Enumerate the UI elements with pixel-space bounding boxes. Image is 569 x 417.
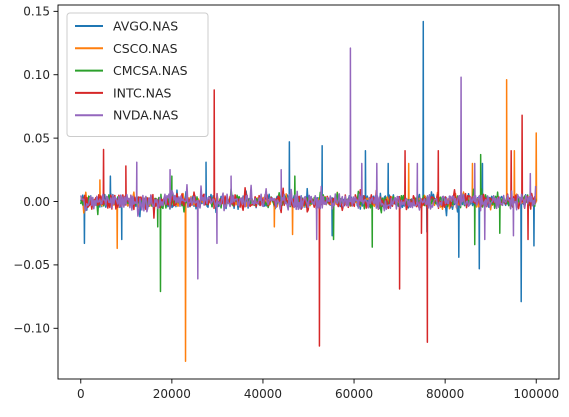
x-tick-label: 100000 bbox=[513, 387, 559, 401]
x-tick-label: 40000 bbox=[244, 387, 282, 401]
legend-box bbox=[66, 12, 209, 137]
legend-label: CSCO.NAS bbox=[113, 41, 178, 56]
legend: AVGO.NAS CSCO.NAS CMCSA.NAS INTC.NAS NVDA.NA… bbox=[66, 12, 209, 137]
y-tick-label: 0.15 bbox=[23, 5, 50, 19]
series-line-nvda-nas bbox=[80, 47, 537, 280]
legend-label: AVGO.NAS bbox=[113, 19, 178, 34]
y-tick-label: 0.10 bbox=[23, 68, 50, 82]
y-tick-label: −0.10 bbox=[13, 322, 50, 336]
legend-label: NVDA.NAS bbox=[113, 108, 179, 123]
legend-label: INTC.NAS bbox=[113, 85, 172, 100]
x-tick-label: 20000 bbox=[153, 387, 191, 401]
axes-layer: 0 20000 40000 60000 80000 100000 0.15 0.10 0.05 0… bbox=[13, 4, 560, 401]
axes-frame bbox=[57, 4, 560, 380]
y-tick-label: 0.00 bbox=[23, 195, 50, 209]
y-tick-label: −0.05 bbox=[13, 258, 50, 272]
series-layer bbox=[80, 20, 538, 362]
x-tick-label: 60000 bbox=[335, 387, 373, 401]
x-tick-label: 80000 bbox=[426, 387, 464, 401]
x-tick-label: 0 bbox=[77, 387, 85, 401]
y-tick-label: 0.05 bbox=[23, 131, 50, 145]
legend-label: CMCSA.NAS bbox=[113, 63, 188, 78]
